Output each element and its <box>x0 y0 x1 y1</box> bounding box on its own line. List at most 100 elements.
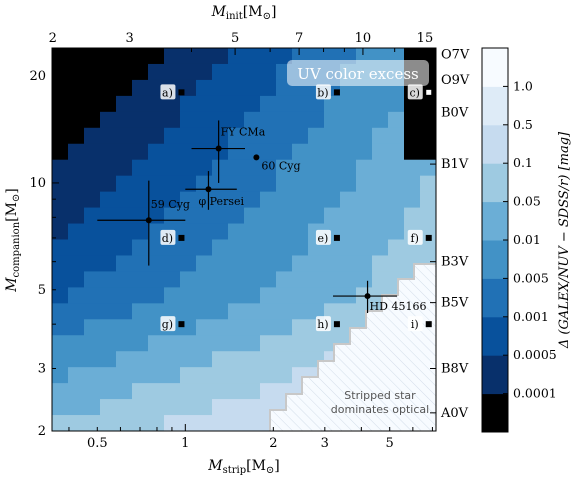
heatmap-cell <box>356 143 373 161</box>
heatmap-cell <box>388 223 405 241</box>
y-axis-title: Mcompanion[M⊙] <box>4 188 22 293</box>
spectral-type-label: B1V <box>441 157 469 172</box>
y-tick-label: 20 <box>29 69 46 84</box>
heatmap-cell <box>180 127 197 145</box>
spectral-type-label: B3V <box>441 255 469 270</box>
heatmap-cell <box>116 303 133 320</box>
heatmap-cell <box>260 239 277 257</box>
heatmap-cell <box>356 111 373 129</box>
panel-label-box <box>315 229 331 245</box>
star-label: 59 Cyg <box>151 198 190 211</box>
heatmap-cell <box>260 335 277 352</box>
heatmap-cell <box>260 223 277 241</box>
heatmap-cell <box>308 207 325 225</box>
y-tick-label: 10 <box>29 176 46 191</box>
colorbar-tick-label: 0.001 <box>513 309 549 324</box>
heatmap-cell <box>260 95 277 113</box>
heatmap-cell <box>276 191 293 209</box>
heatmap-cell <box>292 335 309 352</box>
heatmap-cell <box>388 143 405 161</box>
heatmap-cell <box>132 95 149 113</box>
heatmap-cell <box>52 143 69 161</box>
panel-label-box <box>315 316 331 332</box>
heatmap-cell <box>212 287 229 304</box>
heatmap-cell <box>132 399 149 416</box>
heatmap-cell <box>260 287 277 304</box>
heatmap-cell <box>180 111 197 129</box>
heatmap-cell <box>228 63 245 81</box>
heatmap-cell <box>100 127 117 145</box>
heatmap-cell <box>148 63 165 81</box>
panel-label-box <box>315 84 331 100</box>
heatmap-cell <box>100 255 117 273</box>
colorbar-tick-label: 0.01 <box>513 232 541 247</box>
heatmap-cell <box>244 303 261 320</box>
heatmap-cell <box>52 207 69 225</box>
heatmap-cell <box>148 127 165 145</box>
heatmap-cell <box>340 239 357 257</box>
heatmap-cell <box>196 399 213 416</box>
heatmap-cell <box>132 63 149 81</box>
heatmap-cell <box>244 319 261 336</box>
heatmap-cell <box>276 255 293 273</box>
heatmap-cell <box>420 191 436 209</box>
heatmap-cell <box>116 191 133 209</box>
heatmap-cell <box>164 111 181 129</box>
heatmap-cell <box>116 223 133 241</box>
heatmap-cell <box>356 159 373 177</box>
star-label: 60 Cyg <box>261 159 300 172</box>
heatmap-cell <box>308 95 325 113</box>
heatmap-cell <box>180 271 197 288</box>
heatmap-cell <box>84 239 101 257</box>
heatmap-cell <box>292 159 309 177</box>
heatmap-cell <box>100 207 117 225</box>
heatmap-cell <box>100 303 117 320</box>
heatmap-cell <box>100 95 117 113</box>
colorbar-segment <box>482 355 508 395</box>
heatmap-cell <box>68 287 85 304</box>
heatmap-cell <box>244 239 261 257</box>
heatmap-cell <box>292 111 309 129</box>
heatmap-cell <box>100 335 117 352</box>
colorbar-segment <box>482 124 508 164</box>
heatmap-cell <box>196 383 213 400</box>
heatmap-cell <box>148 399 165 416</box>
star-point <box>205 186 212 193</box>
heatmap-cell <box>372 159 389 177</box>
heatmap-cell <box>228 239 245 257</box>
heatmap-cell <box>388 159 405 177</box>
panel-label: a) <box>162 86 173 99</box>
heatmap-cell <box>308 143 325 161</box>
panel-label: d) <box>162 232 173 245</box>
heatmap-cell <box>228 367 245 384</box>
heatmap-cell <box>196 351 213 368</box>
heatmap-cell <box>132 367 149 384</box>
heatmap-cell <box>388 95 405 113</box>
heatmap-cell <box>228 399 245 416</box>
heatmap-cell <box>52 351 69 368</box>
heatmap-cell <box>292 127 309 145</box>
heatmap-cell <box>180 351 197 368</box>
y-tick-label: 3 <box>38 362 46 377</box>
heatmap-cell <box>68 111 85 129</box>
heatmap-cell <box>84 415 101 431</box>
heatmap-cell <box>340 271 357 288</box>
heatmap-cell <box>244 415 261 431</box>
heatmap-cell <box>324 175 341 193</box>
heatmap-cell <box>292 255 309 273</box>
heatmap-cell <box>84 143 101 161</box>
heatmap-cell <box>260 255 277 273</box>
heatmap-cell <box>356 207 373 225</box>
heatmap-cell <box>244 223 261 241</box>
heatmap-cell <box>116 127 133 145</box>
heatmap-cell <box>148 303 165 320</box>
stripped-label-line2: dominates optical <box>331 403 429 416</box>
heatmap-cell <box>244 63 261 81</box>
heatmap-cell <box>244 271 261 288</box>
heatmap-cell <box>244 191 261 209</box>
colorbar-title: Δ (GALEX/NUV − SDSS/r) [mag] <box>557 131 572 349</box>
y-axis-ticks: 2 3 5 10 20 <box>29 69 59 439</box>
heatmap-cell <box>276 143 293 161</box>
heatmap-cell <box>196 303 213 320</box>
colorbar-tick-label: 0.1 <box>513 155 533 170</box>
